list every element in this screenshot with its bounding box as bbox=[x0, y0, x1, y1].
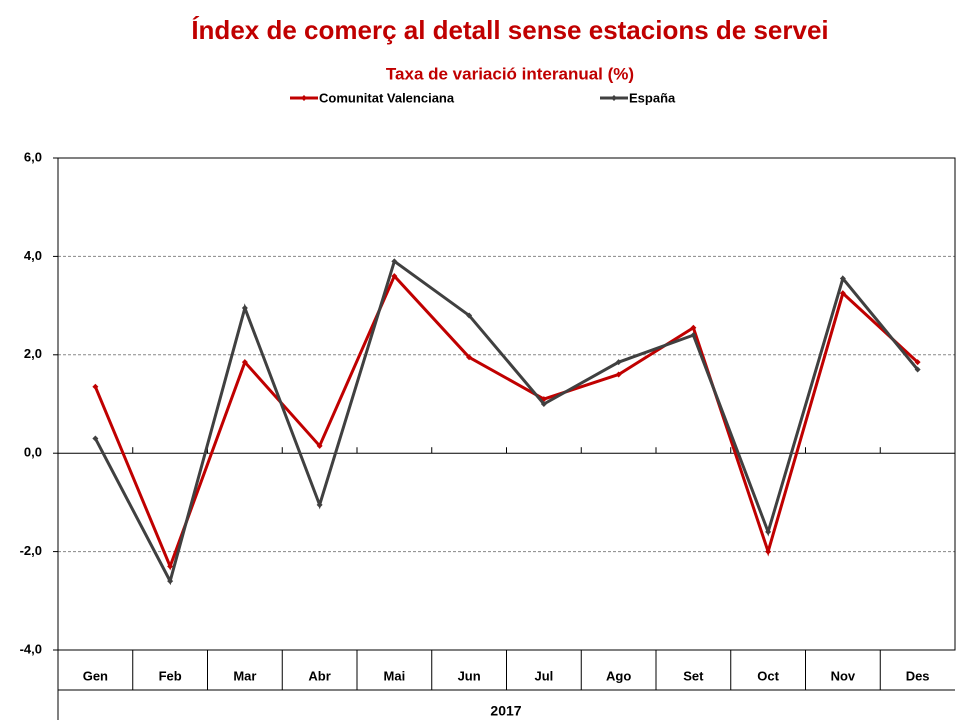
chart-title: Índex de comerç al detall sense estacion… bbox=[191, 15, 828, 45]
y-tick-label: -4,0 bbox=[20, 641, 42, 656]
x-tick-label: Mai bbox=[384, 668, 406, 683]
y-tick-label: 0,0 bbox=[24, 445, 42, 460]
point bbox=[92, 435, 99, 442]
point bbox=[839, 275, 846, 282]
x-tick-label: Abr bbox=[308, 668, 330, 683]
point bbox=[765, 528, 772, 535]
series-line bbox=[93, 273, 919, 571]
legend-marker bbox=[611, 95, 617, 101]
x-tick-label: Des bbox=[906, 668, 930, 683]
legend-label: España bbox=[629, 90, 676, 105]
x-tick-label: Gen bbox=[83, 668, 108, 683]
point bbox=[839, 290, 846, 297]
point bbox=[765, 548, 772, 555]
point bbox=[914, 359, 921, 366]
point bbox=[690, 324, 697, 331]
x-tick-label: Jun bbox=[458, 668, 481, 683]
plot-frame bbox=[57, 157, 956, 651]
point bbox=[914, 366, 921, 373]
x-tick-label: Feb bbox=[159, 668, 182, 683]
point bbox=[615, 359, 622, 366]
point bbox=[167, 563, 174, 570]
x-tick-label: Ago bbox=[606, 668, 631, 683]
x-tick-label: Set bbox=[683, 668, 704, 683]
x-axis-label: 2017 bbox=[490, 703, 521, 719]
legend-marker bbox=[301, 95, 307, 101]
y-tick-label: 4,0 bbox=[24, 248, 42, 263]
x-tick-label: Mar bbox=[233, 668, 256, 683]
point bbox=[615, 371, 622, 378]
x-tick-label: Jul bbox=[534, 668, 553, 683]
y-tick-label: 2,0 bbox=[24, 346, 42, 361]
point bbox=[241, 305, 248, 312]
point bbox=[391, 258, 398, 265]
series-line bbox=[94, 258, 919, 586]
point bbox=[167, 578, 174, 585]
point bbox=[466, 354, 473, 361]
point bbox=[391, 273, 398, 280]
point bbox=[466, 312, 473, 319]
legend-label: Comunitat Valenciana bbox=[319, 90, 455, 105]
y-tick-label: -2,0 bbox=[20, 543, 42, 558]
point bbox=[241, 359, 248, 366]
y-tick-label: 6,0 bbox=[24, 149, 42, 164]
x-tick-label: Oct bbox=[757, 668, 779, 683]
point bbox=[92, 383, 99, 390]
chart-subtitle: Taxa de variació interanual (%) bbox=[386, 64, 634, 83]
x-tick-label: Nov bbox=[831, 668, 856, 683]
point bbox=[316, 442, 323, 449]
point bbox=[316, 501, 323, 508]
point bbox=[690, 332, 697, 339]
point bbox=[540, 401, 547, 407]
